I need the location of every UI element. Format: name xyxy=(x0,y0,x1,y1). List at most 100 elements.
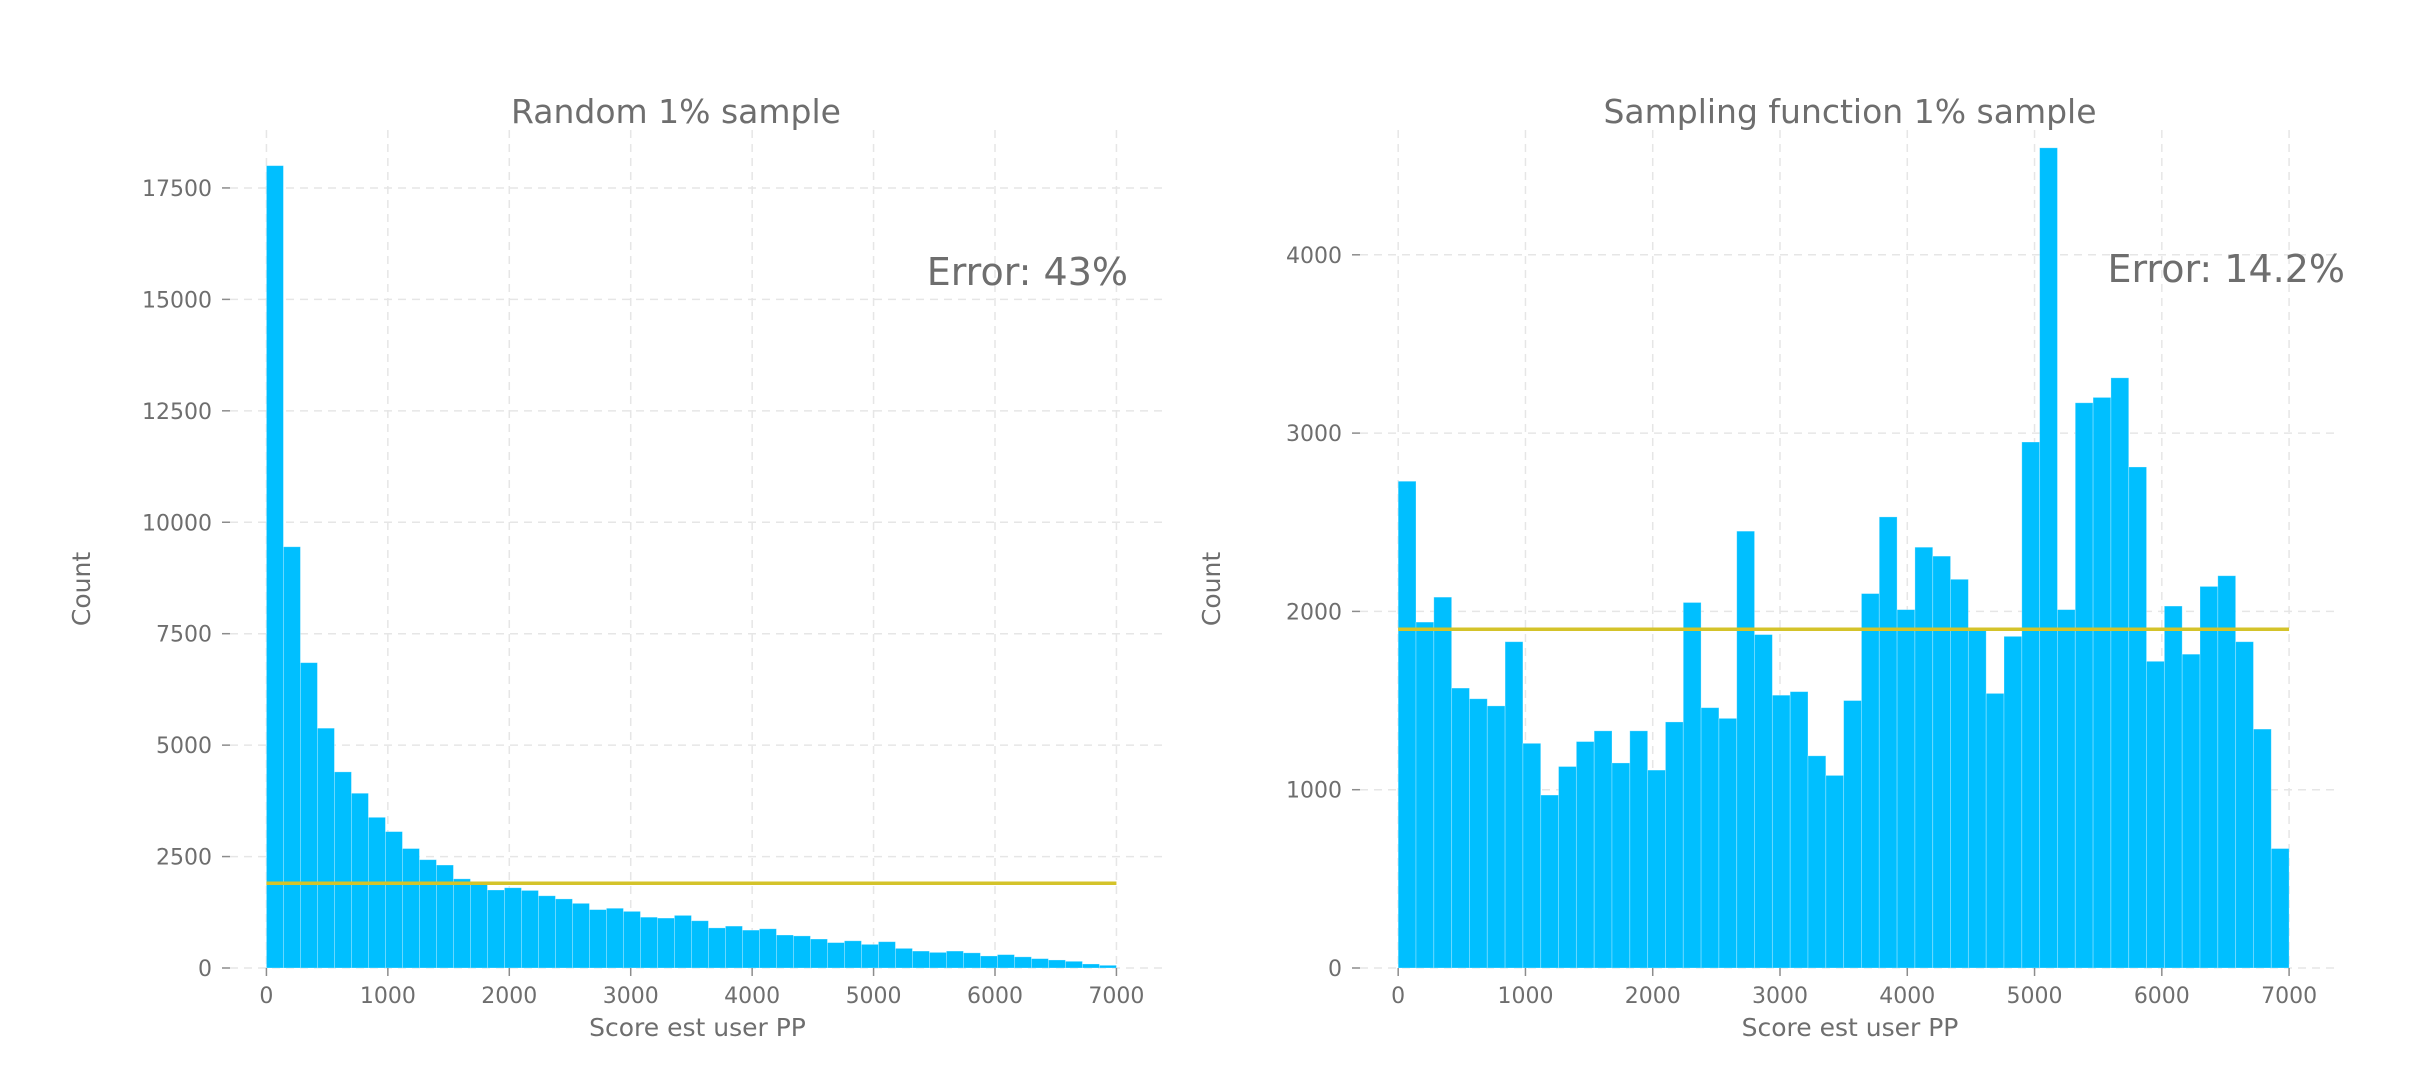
histogram-bar xyxy=(419,859,437,969)
histogram-bar xyxy=(1099,964,1117,969)
histogram-bar xyxy=(1629,730,1649,969)
x-tick-label: 0 xyxy=(259,984,273,1009)
histogram-bar xyxy=(725,925,743,969)
histogram-bar xyxy=(1082,963,1100,969)
histogram-bar xyxy=(844,940,862,969)
histogram-bar xyxy=(1736,530,1755,969)
y-axis-label: Count xyxy=(1197,552,1226,626)
histogram-bar xyxy=(963,952,981,969)
histogram-bar xyxy=(1807,755,1827,969)
histogram-bar xyxy=(2074,402,2094,969)
histogram-bar xyxy=(1878,516,1898,969)
histogram-bar xyxy=(1415,621,1435,969)
histogram-bar xyxy=(589,909,607,969)
histogram-bar xyxy=(1575,741,1595,969)
histogram-bar xyxy=(929,951,947,969)
histogram-bar xyxy=(912,950,930,969)
y-tick-label: 4000 xyxy=(1286,244,1342,269)
x-axis-label: Score est user PP xyxy=(589,1013,806,1042)
x-tick-label: 6000 xyxy=(2134,984,2190,1009)
histogram-bar xyxy=(861,943,879,969)
histogram-bar xyxy=(300,662,318,969)
histogram-bar xyxy=(1665,721,1684,969)
histogram-bar xyxy=(1843,700,1862,969)
y-tick-label: 12500 xyxy=(142,400,212,425)
histogram-bar xyxy=(1504,641,1524,969)
histogram-bar xyxy=(1433,596,1453,969)
histogram-bar xyxy=(1896,609,1916,969)
histogram-bar xyxy=(504,887,522,969)
chart-panel-random-sample: 0 1000 2000 3000 4000 5000 6000 7000 0 2500 5000 75… xyxy=(67,92,1165,1042)
histogram-bar xyxy=(2039,147,2058,969)
histogram-bar xyxy=(1967,628,1987,969)
histogram-bar xyxy=(691,920,709,969)
error-annotation: Error: 43% xyxy=(927,250,1128,294)
y-tick-label: 7500 xyxy=(156,623,212,648)
histogram-bar xyxy=(385,831,403,969)
histogram-bar xyxy=(1611,762,1631,969)
histogram-bar xyxy=(674,915,692,969)
x-tick-label: 1000 xyxy=(360,984,416,1009)
histogram-bar xyxy=(2003,635,2023,969)
histogram-bar xyxy=(1789,691,1809,969)
histogram-bar xyxy=(759,928,777,969)
histogram-bar xyxy=(538,895,556,969)
y-tick-label: 2000 xyxy=(1286,600,1342,625)
histogram-bar xyxy=(1522,742,1542,969)
histogram-bar xyxy=(606,907,624,969)
histogram-bar xyxy=(1682,602,1702,969)
x-tick-label: 7000 xyxy=(2261,984,2317,1009)
x-axis-label: Score est user PP xyxy=(1742,1013,1959,1042)
x-tick-label: 1000 xyxy=(1497,984,1553,1009)
histogram-bar xyxy=(555,898,573,969)
histogram-bar xyxy=(1397,480,1417,969)
histogram-bar xyxy=(470,883,488,969)
y-tick-label: 17500 xyxy=(142,177,212,202)
histogram-bar xyxy=(1950,578,1969,969)
x-tick-label: 2000 xyxy=(481,984,537,1009)
histogram-bar xyxy=(436,864,454,969)
histogram-bar xyxy=(2199,586,2219,969)
histogram-bar xyxy=(1065,960,1083,969)
histogram-bar xyxy=(2146,660,2165,969)
histogram-bar xyxy=(1593,730,1613,969)
histogram-bar xyxy=(793,935,811,969)
histogram-bar xyxy=(521,890,539,969)
histogram-bar xyxy=(895,947,913,969)
histogram-bar xyxy=(657,917,675,969)
histogram-bar xyxy=(2217,575,2237,969)
histogram-bar xyxy=(1700,707,1720,969)
y-tick-label: 3000 xyxy=(1286,422,1342,447)
histogram-bar xyxy=(2128,466,2147,969)
x-tick-label: 4000 xyxy=(1879,984,1935,1009)
y-axis-label: Count xyxy=(67,552,96,626)
x-tick-label: 5000 xyxy=(2007,984,2063,1009)
x-tick-label: 0 xyxy=(1391,984,1405,1009)
histogram-bar xyxy=(1985,693,2005,969)
x-tick-label: 7000 xyxy=(1088,984,1144,1009)
histogram-bar xyxy=(997,954,1015,969)
histogram-bar xyxy=(1469,698,1488,969)
histogram-bar xyxy=(1451,687,1470,969)
histogram-bar xyxy=(946,950,964,969)
histogram-bar xyxy=(1914,546,1934,969)
histogram-bar xyxy=(1647,769,1666,969)
histogram-bar xyxy=(402,848,420,969)
error-annotation: Error: 14.2% xyxy=(2107,247,2345,291)
chart-title: Sampling function 1% sample xyxy=(1603,92,2096,131)
histogram-bar xyxy=(742,929,760,969)
histogram-bar xyxy=(2110,377,2130,969)
y-tick-label: 0 xyxy=(1328,957,1342,982)
histogram-bar xyxy=(572,902,590,969)
histogram-bar xyxy=(2057,609,2076,969)
histogram-bar xyxy=(1486,705,1506,969)
chart-title: Random 1% sample xyxy=(511,92,841,131)
x-tick-label: 6000 xyxy=(967,984,1023,1009)
histogram-bar xyxy=(878,941,896,969)
histogram-bar xyxy=(2253,728,2272,969)
x-tick-label: 3000 xyxy=(603,984,659,1009)
histogram-bar xyxy=(623,910,641,969)
histogram-bar xyxy=(640,916,658,969)
x-tick-label: 5000 xyxy=(846,984,902,1009)
histogram-bar xyxy=(1771,694,1791,969)
